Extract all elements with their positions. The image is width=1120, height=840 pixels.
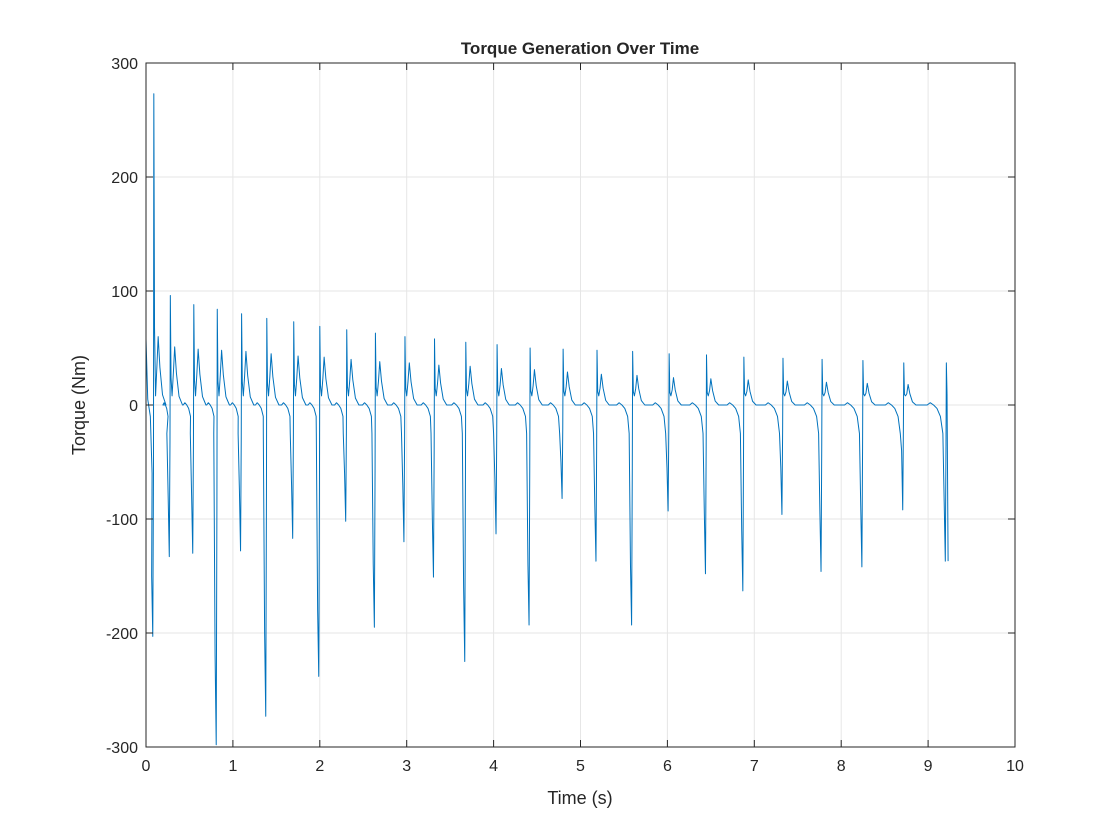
x-tick-label: 10 [1006,758,1024,775]
x-tick-label: 2 [315,758,324,775]
x-tick-label: 7 [750,758,759,775]
x-tick-label: 5 [576,758,585,775]
x-tick-label: 6 [663,758,672,775]
y-tick-label: -300 [106,740,138,757]
y-tick-label: -200 [106,626,138,643]
y-tick-label: 100 [111,284,138,301]
tick-marks [145,62,1016,748]
x-tick-label: 1 [228,758,237,775]
x-tick-label: 4 [489,758,498,775]
series-layer [145,93,949,746]
x-tick-labels: 0 1 2 3 4 5 6 7 8 9 10 [142,758,1024,775]
y-tick-label: 200 [111,170,138,187]
x-tick-label: 8 [837,758,846,775]
x-axis-label: Time (s) [547,788,612,808]
y-tick-label: 0 [129,398,138,415]
y-axis-label: Torque (Nm) [69,355,89,455]
y-tick-label: -100 [106,512,138,529]
y-tick-labels: -300 -200 -100 0 100 200 300 [106,56,138,757]
x-tick-label: 3 [402,758,411,775]
torque-series-line [145,93,949,746]
y-tick-label: 300 [111,56,138,73]
x-tick-label: 0 [142,758,151,775]
chart-title: Torque Generation Over Time [461,39,699,58]
x-tick-label: 9 [924,758,933,775]
